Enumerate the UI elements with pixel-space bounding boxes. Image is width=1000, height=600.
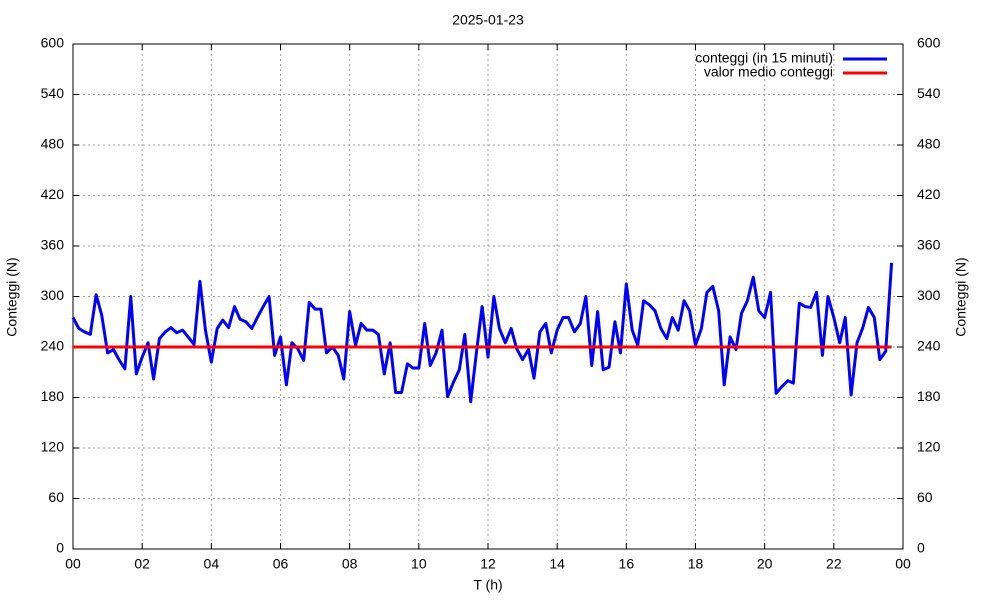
y-tick-label: 480	[41, 136, 65, 152]
x-tick-label: 16	[619, 556, 635, 572]
y2-tick-label: 0	[917, 540, 925, 556]
y-tick-label: 600	[41, 35, 65, 51]
x-tick-label: 10	[411, 556, 427, 572]
y2-tick-label: 540	[917, 85, 941, 101]
y2-tick-label: 120	[917, 439, 941, 455]
y-tick-label: 540	[41, 85, 65, 101]
y2-tick-label: 180	[917, 388, 941, 404]
data-line	[71, 262, 894, 404]
y-tick-label: 0	[56, 540, 64, 556]
y2-tick-label: 60	[917, 489, 933, 505]
chart-title: 2025-01-23	[452, 12, 524, 28]
plot-border	[72, 43, 904, 550]
legend-label: conteggi (in 15 minuti)	[695, 50, 833, 66]
y-axis-label: Conteggi (N)	[4, 257, 20, 336]
x-tick-label: 04	[204, 556, 220, 572]
x-tick-label: 18	[688, 556, 704, 572]
y-tick-label: 360	[41, 237, 65, 253]
x-tick-label: 22	[826, 556, 842, 572]
y2-tick-label: 480	[917, 136, 941, 152]
y-tick-label: 120	[41, 439, 65, 455]
x-axis-label: T (h)	[473, 577, 502, 593]
x-tick-label: 14	[549, 556, 565, 572]
y2-tick-label: 300	[917, 287, 941, 303]
x-tick-label: 12	[480, 556, 496, 572]
x-tick-label: 02	[134, 556, 150, 572]
y2-tick-label: 600	[917, 35, 941, 51]
y-tick-label: 240	[41, 338, 65, 354]
y2-tick-label: 240	[917, 338, 941, 354]
x-tick-label: 06	[273, 556, 289, 572]
y-tick-label: 60	[48, 489, 64, 505]
x-tick-label: 08	[342, 556, 358, 572]
x-tick-label: 00	[895, 556, 911, 572]
legend-label: valor medio conteggi	[704, 64, 833, 80]
y2-axis-label: Conteggi (N)	[953, 257, 969, 336]
y2-tick-label: 360	[917, 237, 941, 253]
y-tick-label: 180	[41, 388, 65, 404]
y2-tick-label: 420	[917, 186, 941, 202]
y-tick-label: 420	[41, 186, 65, 202]
x-tick-label: 20	[757, 556, 773, 572]
y-tick-label: 300	[41, 287, 65, 303]
x-tick-label: 00	[65, 556, 81, 572]
